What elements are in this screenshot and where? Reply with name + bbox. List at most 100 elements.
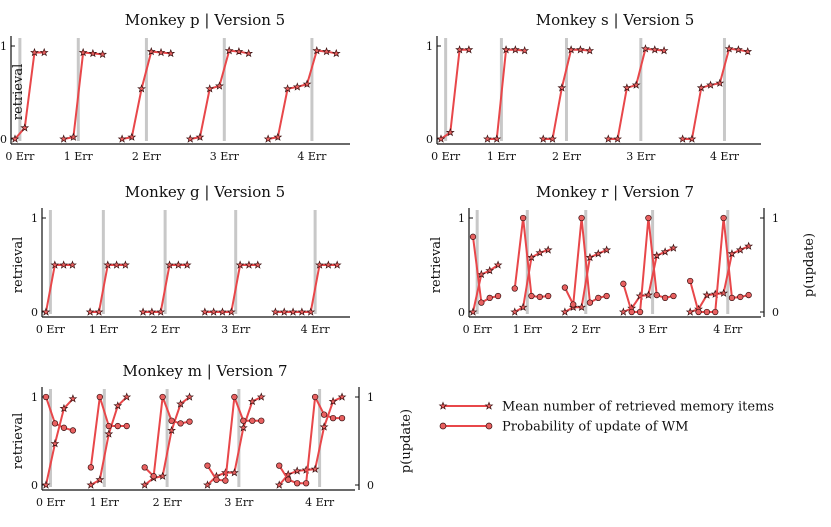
y-tick-label: 1 (31, 391, 38, 404)
retrieval-point (229, 468, 239, 477)
retrieval-line (267, 49, 337, 140)
retrieval-point (137, 84, 146, 93)
retrieval-point (78, 47, 88, 57)
p-update-point (329, 414, 337, 422)
y-tick-label: 1 (0, 40, 7, 53)
p-update-point (728, 294, 736, 302)
x-tick-label: 2 Err (153, 496, 183, 509)
retrieval-point (50, 260, 60, 269)
p-update-point (720, 214, 727, 222)
retrieval-point (468, 307, 478, 316)
retrieval-point (68, 394, 78, 403)
p-update-point (645, 214, 652, 222)
retrieval-point (337, 392, 347, 401)
retrieval-point (247, 396, 257, 406)
retrieval-point (493, 260, 503, 269)
y-tick-label: 0 (0, 133, 7, 146)
p-update-point (570, 301, 577, 308)
p-update-point (141, 464, 148, 471)
retrieval-point (59, 403, 69, 413)
retrieval-point (167, 425, 176, 435)
p-update-point (695, 308, 702, 316)
retrieval-point (576, 45, 585, 54)
retrieval-line (190, 49, 249, 140)
y-tick-label: 1 (31, 212, 38, 225)
retrieval-point (618, 307, 628, 316)
p-update-point (258, 417, 265, 424)
retrieval-point (696, 83, 706, 92)
p-update-point (661, 294, 669, 302)
retrieval-point (235, 260, 245, 269)
x-tick-label: 2 Err (132, 150, 162, 163)
retrieval-point (127, 132, 137, 141)
p-update-point (123, 422, 130, 430)
retrieval-point (464, 45, 474, 54)
retrieval-point (323, 260, 333, 269)
p-update-point (311, 393, 319, 401)
retrieval-point (59, 134, 69, 143)
p-update-point (670, 292, 677, 300)
x-tick-label: 3 Err (638, 323, 668, 336)
retrieval-point (121, 260, 130, 269)
p-update-point (213, 476, 220, 483)
retrieval-point (687, 134, 697, 143)
x-tick-label: 4 Err (297, 150, 327, 163)
retrieval-point (224, 46, 234, 55)
x-tick-label: 4 Err (301, 323, 331, 336)
p-update-point (294, 480, 301, 487)
retrieval-point (146, 46, 156, 56)
p-update-point (105, 422, 112, 430)
retrieval-point (631, 80, 641, 89)
p-update-point (240, 417, 247, 424)
retrieval-point (226, 307, 236, 316)
x-tick-label: 1 Err (89, 323, 119, 336)
p-update-point (168, 417, 175, 424)
p-update-point (51, 420, 59, 427)
x-tick-label: 2 Err (151, 323, 181, 336)
retrieval-point (560, 307, 570, 316)
retrieval-point (585, 252, 595, 262)
retrieval-point (279, 307, 289, 316)
p-update-point (511, 285, 518, 292)
x-tick-label: 0 Err (463, 323, 493, 336)
p-update-point (620, 280, 627, 287)
retrieval-point (302, 79, 312, 88)
retrieval-point (292, 466, 302, 475)
retrieval-point (41, 307, 51, 316)
y-tick-label-right: 0 (367, 479, 374, 492)
x-tick-label: 1 Err (487, 150, 517, 163)
y-tick-label: 1 (458, 212, 465, 225)
chart-title: Monkey p | Version 5 (125, 11, 285, 29)
retrieval-point (332, 260, 342, 269)
x-tick-label: 4 Err (713, 323, 743, 336)
retrieval-point (622, 83, 632, 92)
retrieval-line (472, 264, 499, 313)
x-tick-label: 1 Err (90, 496, 120, 509)
p-update-point (150, 473, 157, 480)
retrieval-point (10, 134, 20, 143)
p-update-point (712, 308, 719, 316)
retrieval-point (557, 83, 567, 92)
p-update-point (653, 291, 660, 299)
legend-circle-marker (485, 422, 493, 430)
y-tick-label-right: 1 (772, 212, 779, 225)
legend: Mean number of retrieved memory items Pro… (438, 400, 774, 435)
retrieval-point (182, 260, 192, 269)
retrieval-point (39, 47, 49, 57)
p-update-point (159, 393, 166, 401)
retrieval-point (156, 307, 166, 316)
retrieval-line (204, 264, 258, 313)
retrieval-point (271, 307, 280, 316)
p-update-point (586, 299, 594, 306)
retrieval-point (724, 44, 734, 53)
retrieval-point (283, 84, 292, 93)
retrieval-point (88, 48, 98, 58)
p-update-point (177, 420, 184, 427)
retrieval-point (652, 250, 662, 260)
retrieval-point (445, 127, 455, 137)
p-update-point (636, 308, 644, 316)
retrieval-point (205, 84, 215, 93)
retrieval-point (603, 134, 613, 143)
x-tick-label: 4 Err (710, 150, 740, 163)
retrieval-point (543, 245, 553, 254)
